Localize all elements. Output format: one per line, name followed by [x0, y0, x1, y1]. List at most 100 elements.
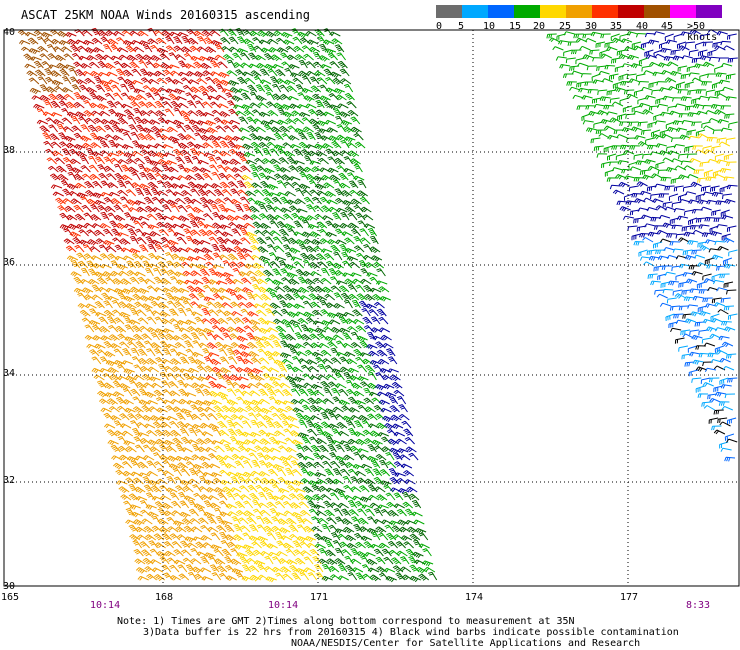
wind-barb: [573, 33, 584, 39]
wind-barb: [88, 268, 98, 277]
wind-barb: [256, 535, 269, 543]
wind-barb: [374, 486, 386, 493]
wind-barb: [363, 387, 373, 397]
wind-barb: [266, 184, 279, 191]
wind-barb: [150, 300, 161, 309]
wind-barb: [356, 190, 368, 198]
wind-barb: [350, 272, 362, 277]
wind-barb: [202, 70, 214, 77]
legend-color-swatch: [592, 5, 618, 18]
wind-barb: [125, 303, 137, 309]
wind-barb: [297, 432, 309, 439]
wind-barb: [334, 44, 345, 53]
wind-barb: [618, 53, 630, 60]
wind-barb: [170, 358, 182, 366]
wind-barb: [148, 78, 160, 85]
wind-barb: [212, 252, 223, 261]
wind-barb: [383, 567, 396, 573]
wind-barb: [689, 29, 701, 35]
wind-barb: [147, 511, 159, 518]
wind-barb: [711, 209, 721, 216]
wind-barb: [312, 351, 324, 358]
wind-barb: [647, 121, 657, 129]
wind-barb: [320, 320, 333, 327]
wind-barb: [683, 296, 695, 302]
wind-barb: [352, 278, 364, 285]
wind-barb: [353, 318, 365, 325]
wind-barb: [633, 110, 645, 115]
wind-barb: [371, 439, 383, 447]
wind-barb: [662, 288, 674, 294]
wind-barb: [96, 380, 107, 389]
wind-barb: [714, 45, 726, 51]
wind-barb: [73, 276, 84, 285]
wind-barb: [131, 182, 143, 189]
wind-barb: [243, 439, 255, 445]
wind-barb: [274, 399, 286, 406]
wind-barb: [191, 94, 203, 101]
wind-barb: [381, 548, 392, 557]
wind-barb: [317, 518, 329, 525]
wind-barb: [247, 197, 258, 205]
wind-barb: [174, 342, 186, 349]
wind-barb: [350, 126, 362, 134]
wind-barb: [660, 176, 672, 182]
wind-barb: [281, 420, 292, 429]
wind-barb: [179, 511, 191, 519]
wind-barb: [694, 63, 706, 69]
wind-barb: [134, 444, 145, 453]
wind-barb: [215, 372, 225, 381]
wind-barb: [190, 198, 202, 205]
wind-barb: [254, 560, 266, 567]
wind-barb: [288, 319, 301, 326]
wind-barb: [408, 556, 418, 565]
wind-barb: [172, 406, 184, 413]
wind-barb: [141, 303, 153, 310]
wind-barb: [266, 327, 279, 333]
wind-barb: [253, 45, 265, 53]
wind-barb: [698, 289, 710, 294]
wind-barb: [321, 575, 333, 582]
wind-barb: [172, 437, 183, 445]
wind-barb: [78, 229, 89, 237]
wind-barb: [54, 157, 65, 165]
wind-barb: [640, 214, 653, 220]
wind-barb: [115, 469, 127, 477]
wind-barb: [155, 37, 167, 45]
wind-barb: [716, 159, 728, 165]
wind-barb: [317, 36, 327, 45]
wind-barb: [98, 172, 109, 181]
wind-barb: [245, 405, 256, 413]
wind-barb: [709, 333, 721, 339]
wind-barb: [173, 232, 185, 237]
wind-barb: [293, 220, 304, 229]
wind-barb: [249, 133, 260, 141]
wind-barb: [375, 413, 386, 421]
wind-barb: [715, 200, 727, 206]
wind-barb: [246, 270, 258, 277]
wind-barb: [166, 476, 176, 485]
wind-barb: [173, 36, 183, 45]
wind-barb: [297, 461, 309, 469]
wind-barb: [240, 237, 251, 245]
wind-barb: [173, 323, 183, 333]
wind-barb: [343, 484, 354, 493]
wind-barb: [192, 463, 205, 471]
wind-barb: [96, 135, 108, 142]
wind-barb: [334, 528, 347, 534]
wind-barb: [693, 254, 706, 259]
wind-barb: [273, 359, 286, 367]
wind-barb: [335, 239, 347, 245]
wind-barb: [156, 47, 169, 55]
wind-barb: [85, 189, 97, 197]
wind-barb: [143, 484, 154, 493]
wind-barb: [278, 228, 289, 237]
wind-barb: [381, 519, 393, 525]
wind-barb: [615, 153, 626, 161]
wind-barb: [293, 261, 305, 269]
wind-barb: [100, 118, 113, 125]
wind-barb: [724, 263, 736, 269]
wind-barb: [655, 97, 665, 105]
wind-barb: [279, 382, 291, 389]
wind-barb: [199, 455, 211, 462]
